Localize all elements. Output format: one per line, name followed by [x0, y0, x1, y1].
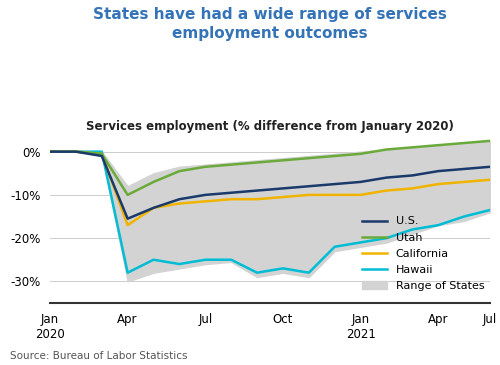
Legend: U.S., Utah, California, Hawaii, Range of States: U.S., Utah, California, Hawaii, Range of… — [362, 216, 484, 291]
Text: Source: Bureau of Labor Statistics: Source: Bureau of Labor Statistics — [10, 351, 188, 361]
Text: Services employment (% difference from January 2020): Services employment (% difference from J… — [86, 120, 454, 134]
Text: States have had a wide range of services
employment outcomes: States have had a wide range of services… — [93, 7, 447, 41]
